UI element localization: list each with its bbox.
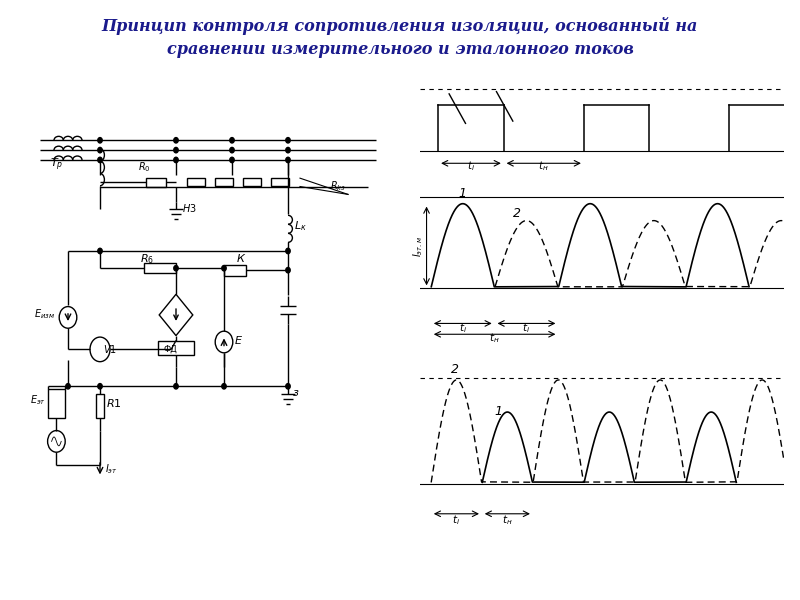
Bar [215,178,233,186]
Text: сравнении измерительного и эталонного токов: сравнении измерительного и эталонного то… [166,41,634,58]
Text: $V1$: $V1$ [103,343,117,355]
Circle shape [98,157,102,163]
Text: $Н3$: $Н3$ [182,202,197,214]
Text: $t_н$: $t_н$ [490,331,500,345]
Text: 1: 1 [458,187,466,200]
Circle shape [286,383,290,389]
Circle shape [98,383,102,389]
Text: $R1$: $R1$ [106,397,122,409]
Circle shape [286,268,290,273]
Circle shape [222,383,226,389]
Text: $E_{изм}$: $E_{изм}$ [34,307,55,321]
Bar [187,178,205,186]
Text: 1: 1 [494,405,502,418]
Bar [243,178,261,186]
Text: $t_н$: $t_н$ [538,160,549,173]
Text: $R_6$: $R_6$ [140,252,154,266]
Circle shape [174,265,178,271]
Circle shape [230,137,234,143]
Circle shape [174,137,178,143]
Text: $К$: $К$ [236,252,246,264]
Circle shape [174,148,178,153]
Circle shape [174,157,178,163]
Text: $L_к$: $L_к$ [294,219,307,233]
Circle shape [174,383,178,389]
Bar [224,265,246,275]
Text: $I_{эт.м}$: $I_{эт.м}$ [411,236,425,257]
Bar [271,178,289,186]
Bar [96,394,104,418]
Circle shape [230,148,234,153]
Circle shape [230,157,234,163]
Circle shape [286,148,290,153]
Text: $t_i$: $t_i$ [522,322,530,335]
Circle shape [222,265,226,271]
Bar [158,341,194,355]
Text: ФД: ФД [163,345,177,354]
Bar [146,178,166,187]
Text: $t_i$: $t_i$ [467,160,475,173]
Text: $I_{эт}$: $I_{эт}$ [105,463,118,476]
Text: $t_н$: $t_н$ [502,513,513,527]
Circle shape [98,248,102,254]
Circle shape [66,383,70,389]
Text: $R_0$: $R_0$ [138,160,150,173]
Text: $t_i$: $t_i$ [458,322,466,335]
Circle shape [286,248,290,254]
Text: $E$: $E$ [234,334,243,346]
Text: $T_p$: $T_p$ [50,157,63,173]
Text: 2: 2 [513,207,521,220]
Bar [48,389,65,418]
Text: 2: 2 [451,363,459,376]
Text: $з$: $з$ [292,388,299,398]
Text: Принцип контроля сопротивления изоляции, основанный на: Принцип контроля сопротивления изоляции,… [102,17,698,35]
Circle shape [98,148,102,153]
Circle shape [98,137,102,143]
Text: $E_{эт}$: $E_{эт}$ [30,394,46,407]
Bar [144,263,176,273]
Text: $t_i$: $t_i$ [452,513,461,527]
Circle shape [286,157,290,163]
Text: $R_{kз}$: $R_{kз}$ [330,179,346,193]
Circle shape [286,137,290,143]
